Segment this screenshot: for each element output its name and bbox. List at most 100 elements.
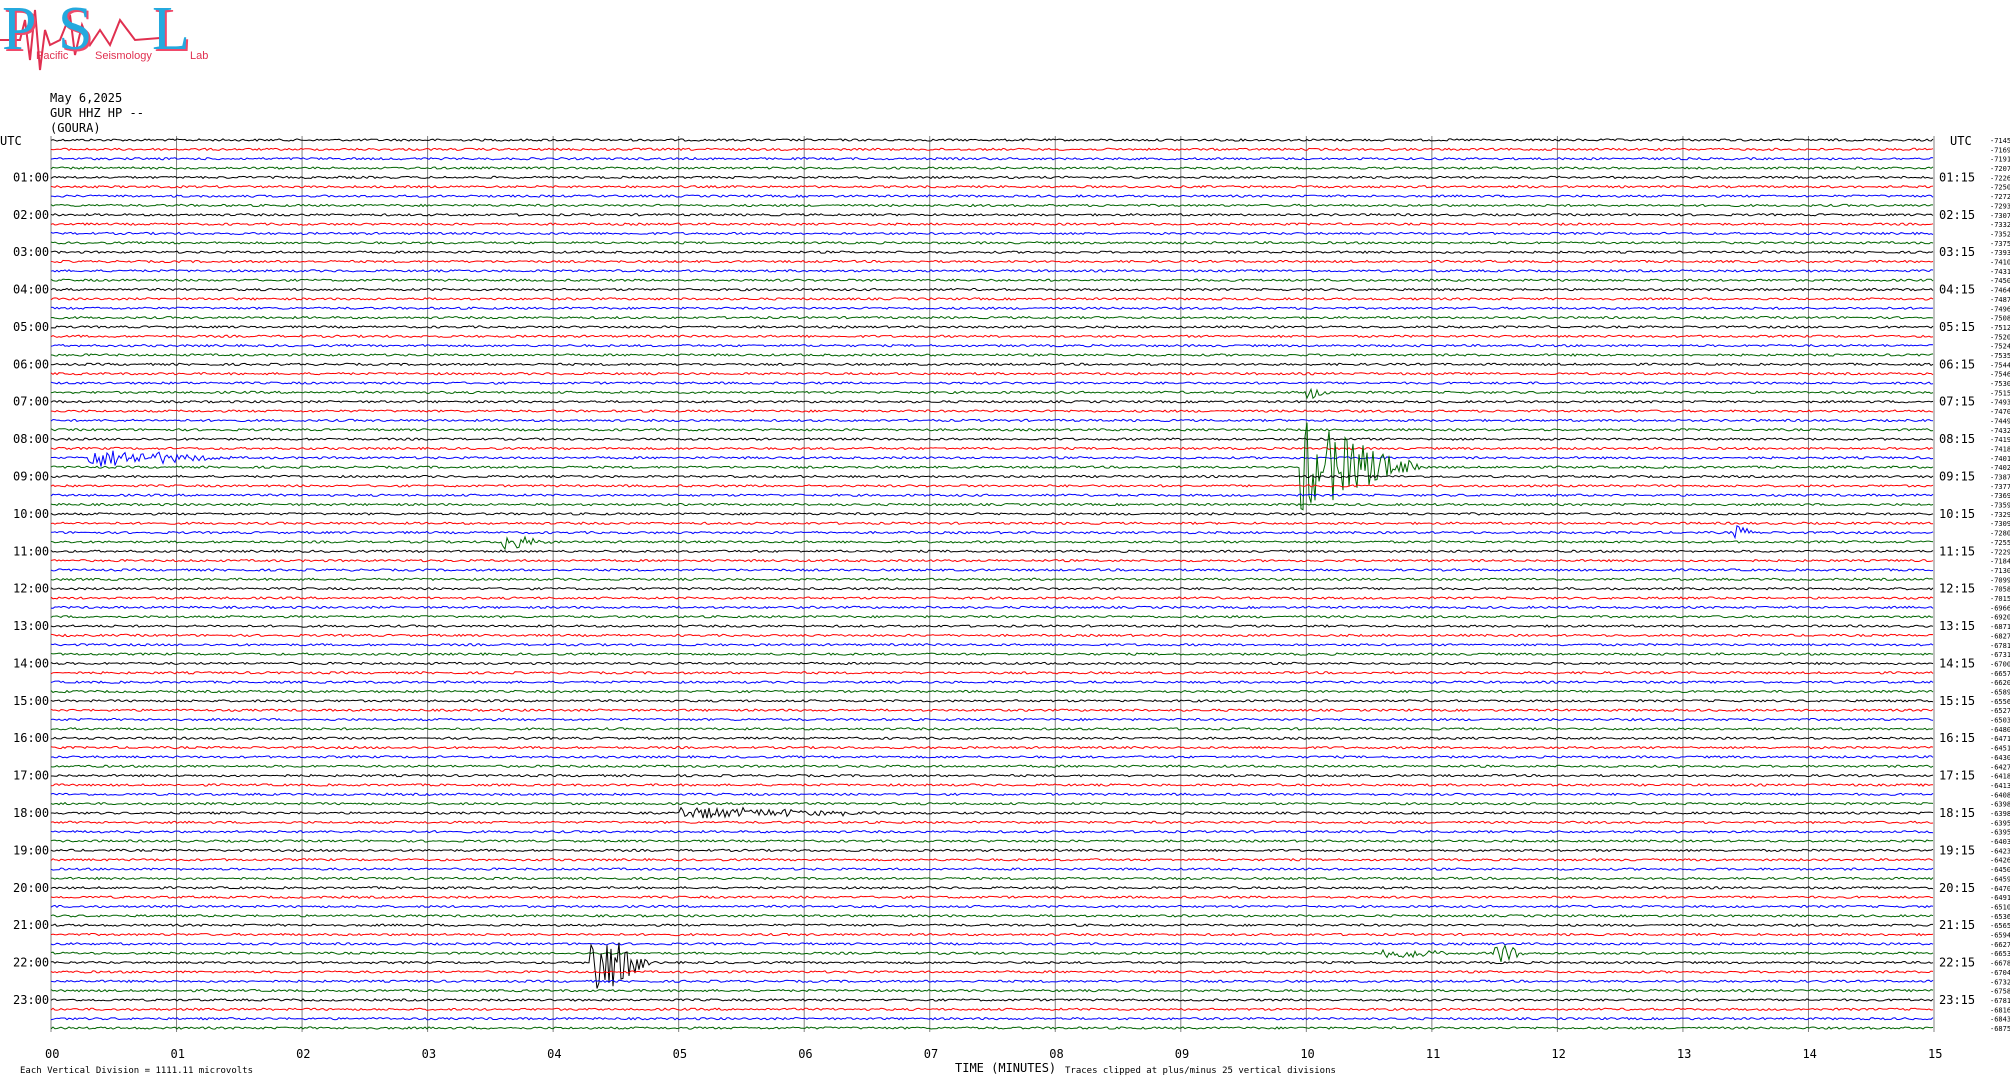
seismic-trace [50, 577, 1934, 582]
seismic-trace [50, 942, 1934, 946]
seismic-trace [50, 306, 1934, 311]
hour-label-right: 12:15 [1939, 582, 1975, 596]
hour-label-right: 17:15 [1939, 769, 1975, 783]
seismic-trace [50, 614, 1934, 619]
trace-offset-label: -6966 [1990, 604, 2010, 612]
trace-offset-label: -6594 [1990, 932, 2010, 940]
seismic-trace [50, 343, 1934, 348]
seismic-trace [50, 138, 1934, 142]
seismic-trace [50, 353, 1934, 357]
hour-label-left: 17:00 [13, 769, 49, 783]
seismic-trace [50, 371, 1934, 376]
hour-label-right: 20:15 [1939, 881, 1975, 895]
trace-offset-label: -6781 [1990, 642, 2010, 650]
trace-offset-label: -7369 [1990, 492, 2010, 500]
seismic-trace [50, 829, 1934, 834]
hour-label-left: 03:00 [13, 245, 49, 259]
hour-label-right: 15:15 [1939, 694, 1975, 708]
trace-offset-label: -7375 [1990, 240, 2010, 248]
seismic-trace [50, 287, 1934, 292]
seismic-trace [50, 493, 1934, 497]
seismic-trace [50, 1007, 1934, 1012]
seismic-trace [50, 680, 1934, 684]
hour-label-left: 04:00 [13, 283, 49, 297]
seismic-trace [50, 857, 1934, 862]
trace-offset-label: -7207 [1990, 165, 2010, 173]
trace-offset-label: -7280 [1990, 530, 2010, 538]
trace-offset-label: -7293 [1990, 202, 2010, 210]
trace-offset-label: -6843 [1990, 1016, 2010, 1024]
hour-label-right: 14:15 [1939, 656, 1975, 670]
seismic-trace [50, 250, 1934, 255]
hour-label-left: 09:00 [13, 470, 49, 484]
logo-word-1: Pacific [36, 50, 69, 62]
hour-label-left: 19:00 [13, 843, 49, 857]
hour-label-left: 08:00 [13, 432, 49, 446]
trace-offset-label: -6653 [1990, 950, 2010, 958]
hour-label-right: 11:15 [1939, 544, 1975, 558]
clip-note: Traces clipped at plus/minus 25 vertical… [1065, 1066, 1336, 1076]
trace-offset-label: -7535 [1990, 352, 2010, 360]
utc-right-label: UTC [1950, 134, 1972, 148]
date-label: May 6,2025 [50, 91, 123, 105]
trace-offset-label: -6430 [1990, 754, 2010, 762]
trace-offset-label: -7432 [1990, 427, 2010, 435]
trace-offset-label: -7530 [1990, 380, 2010, 388]
hour-label-right: 07:15 [1939, 395, 1975, 409]
logo-letter-p: P [2, 0, 37, 63]
trace-offset-label: -6875 [1990, 1025, 2010, 1033]
seismic-trace [50, 652, 1934, 656]
trace-offset-label: -6423 [1990, 847, 2010, 855]
trace-offset-label: -7352 [1990, 230, 2010, 238]
seismic-trace [50, 699, 1934, 703]
x-tick-label: 15 [1928, 1047, 1942, 1061]
seismic-trace [50, 278, 1934, 282]
x-axis-title: TIME (MINUTES) [955, 1061, 1056, 1075]
trace-offset-label: -7229 [1990, 548, 2010, 556]
trace-offset-label: -6413 [1990, 782, 2010, 790]
seismic-trace [50, 717, 1934, 722]
seismic-trace [50, 418, 1934, 423]
seismic-trace [50, 764, 1934, 769]
seismic-trace [50, 661, 1934, 666]
trace-offset-label: -6470 [1990, 885, 2010, 893]
trace-offset-label: -7449 [1990, 417, 2010, 425]
hour-label-left: 07:00 [13, 395, 49, 409]
trace-offset-label: -6459 [1990, 875, 2010, 883]
trace-offset-label: -7401 [1990, 455, 2010, 463]
seismic-trace [50, 867, 1934, 871]
seismic-trace [50, 979, 1934, 984]
seismic-trace [50, 970, 1934, 974]
hour-label-right: 18:15 [1939, 806, 1975, 820]
x-tick-label: 00 [45, 1047, 59, 1061]
trace-offset-label: -7493 [1990, 399, 2010, 407]
seismic-trace [50, 166, 1934, 170]
seismic-trace [51, 450, 1934, 467]
seismic-trace [50, 671, 1934, 675]
seismic-trace [51, 806, 1934, 819]
trace-offset-label: -7450 [1990, 277, 2010, 285]
seismic-trace [50, 801, 1934, 806]
trace-offset-label: -6871 [1990, 623, 2010, 631]
seismic-trace [50, 642, 1934, 647]
trace-offset-label: -7515 [1990, 389, 2010, 397]
hour-label-left: 02:00 [13, 208, 49, 222]
hour-label-left: 18:00 [13, 806, 49, 820]
seismic-trace [50, 932, 1934, 937]
x-tick-label: 09 [1175, 1047, 1189, 1061]
seismic-trace [50, 512, 1934, 516]
x-tick-label: 13 [1677, 1047, 1691, 1061]
seismic-trace [50, 259, 1934, 264]
seismic-trace [50, 381, 1934, 385]
trace-offset-label: -6678 [1990, 960, 2010, 968]
trace-offset-label: -7393 [1990, 249, 2010, 257]
x-tick-label: 05 [673, 1047, 687, 1061]
trace-offset-label: -6418 [1990, 773, 2010, 781]
logo-letter-l: L [152, 0, 190, 63]
hour-label-left: 22:00 [13, 956, 49, 970]
trace-offset-label: -7402 [1990, 464, 2010, 472]
seismic-trace [50, 923, 1933, 927]
x-tick-label: 01 [171, 1047, 185, 1061]
trace-offset-label: -6700 [1990, 660, 2010, 668]
trace-offset-label: -6732 [1990, 978, 2010, 986]
